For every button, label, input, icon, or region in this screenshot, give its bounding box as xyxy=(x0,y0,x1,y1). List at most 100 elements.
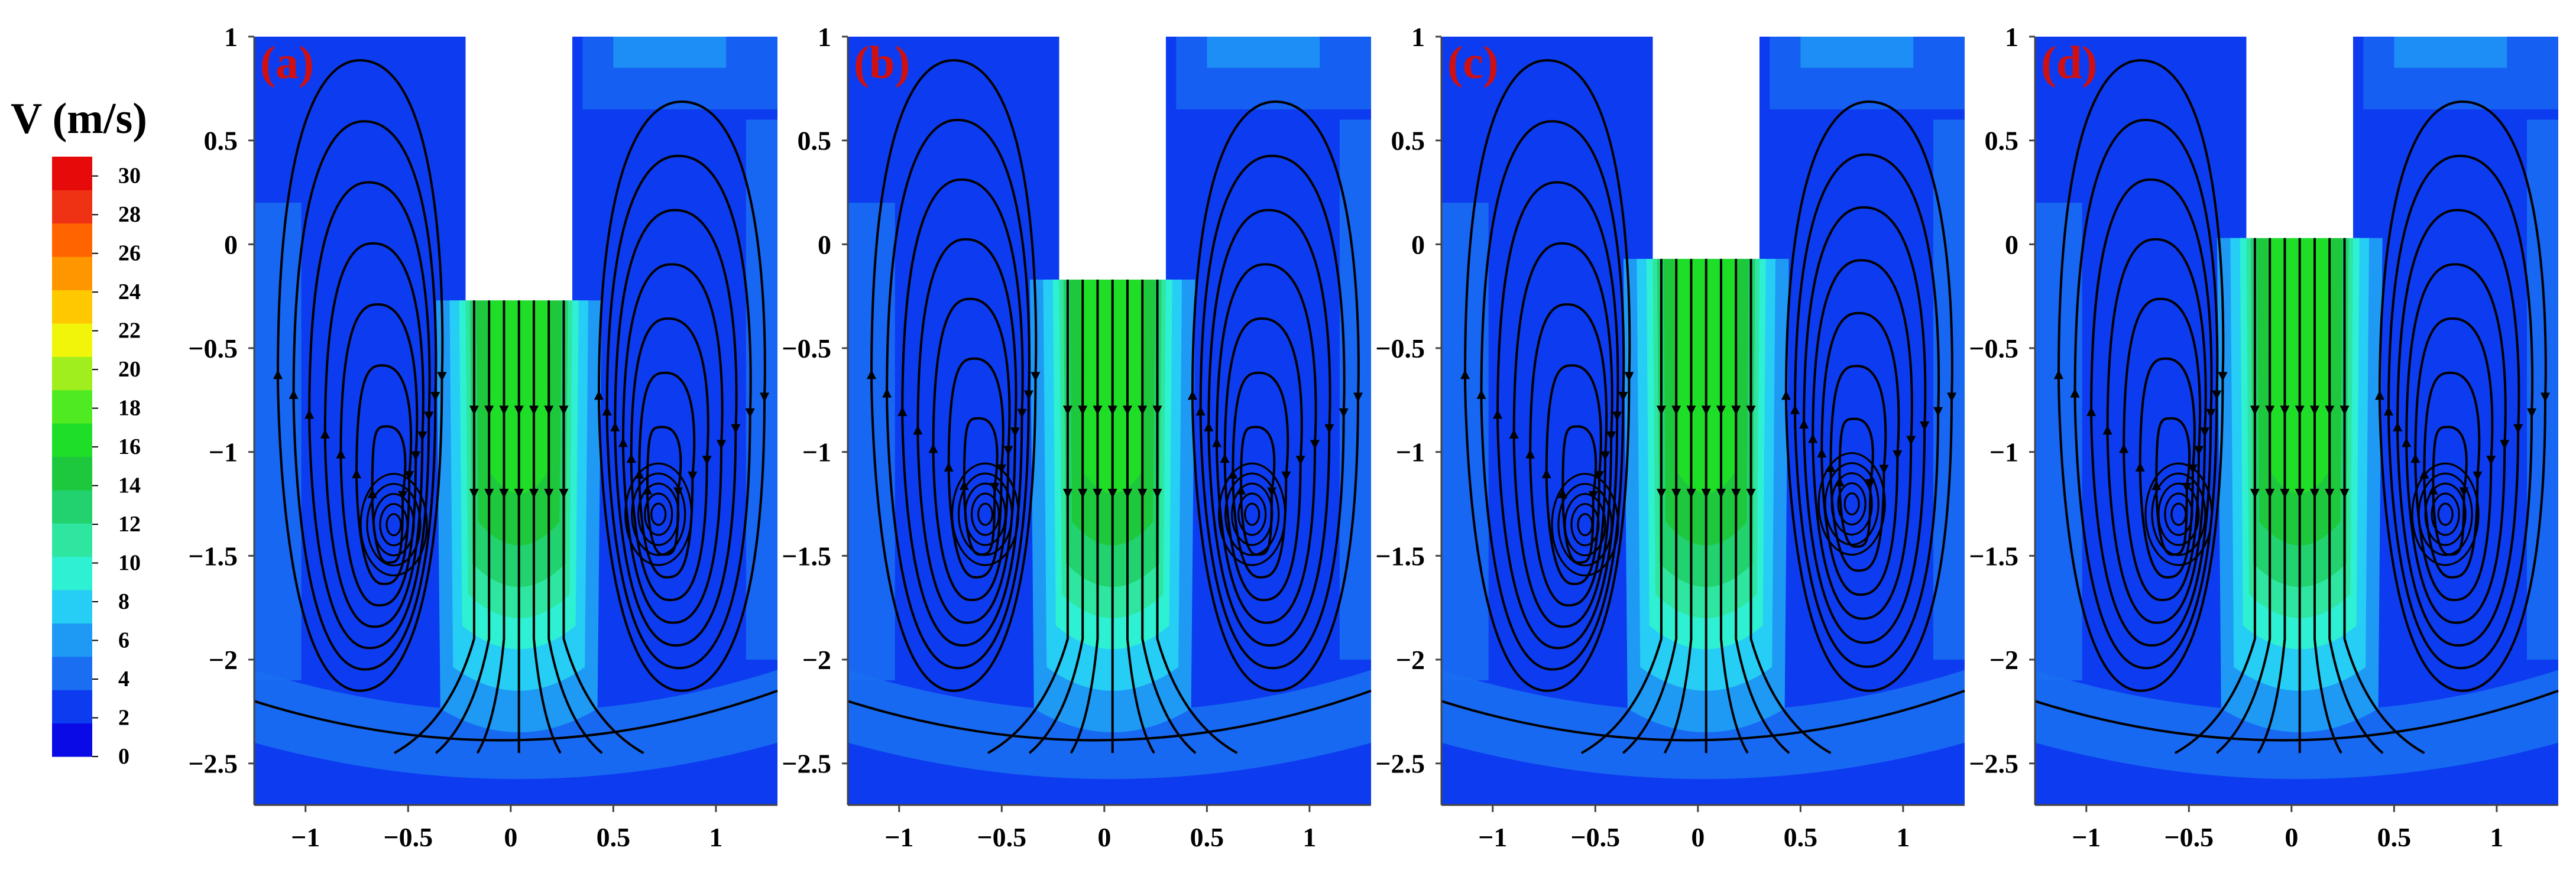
vortex-core xyxy=(964,482,1007,546)
panel-label: (c) xyxy=(1447,37,1499,88)
jet-streamline xyxy=(2174,238,2256,754)
vortex-core xyxy=(1224,472,1280,556)
colorbar-segment xyxy=(52,190,92,224)
streamline-arrow xyxy=(618,437,628,447)
y-tick-label: 0.5 xyxy=(798,126,832,156)
streamline-arrow xyxy=(702,456,712,466)
streamline-arrow xyxy=(944,462,954,472)
streamline-arrow xyxy=(2527,408,2537,418)
jet-arrow xyxy=(1062,405,1072,415)
streamline-loop xyxy=(308,181,431,650)
vortex-core xyxy=(2424,482,2467,546)
x-tick-label: −1 xyxy=(884,822,913,852)
vortex-core xyxy=(2164,492,2193,536)
jet-streamline xyxy=(562,300,644,754)
streamline-loop xyxy=(638,371,696,579)
y-tick-label: −0.5 xyxy=(1375,333,1425,363)
streamline-arrow xyxy=(745,408,755,418)
colorbar-segment xyxy=(52,723,92,757)
streamline-arrow xyxy=(1612,411,1622,421)
jet-arrow xyxy=(559,488,569,498)
vortex-core xyxy=(379,503,409,547)
streamline-loop xyxy=(276,59,444,692)
wall-band-left xyxy=(2035,203,2082,681)
streamline-arrow xyxy=(1353,392,1363,402)
streamline-arrow xyxy=(717,440,727,450)
streamline-arrow xyxy=(1493,409,1503,419)
jet-streamline xyxy=(987,280,1069,754)
colorbar-segment xyxy=(52,323,92,357)
streamline-arrow xyxy=(2206,408,2216,418)
streamline-arrow xyxy=(336,449,346,459)
streamline-loop xyxy=(1232,371,1289,579)
vortex-core xyxy=(1837,482,1867,526)
jet-arrow xyxy=(544,488,554,498)
y-tick-label: −1.5 xyxy=(1969,541,2018,571)
jet-arrow xyxy=(2340,405,2350,415)
streamline-loop xyxy=(932,297,1011,602)
vortex-core xyxy=(2418,472,2473,556)
streamline-loop xyxy=(339,303,419,607)
streamline-arrow xyxy=(1790,404,1800,414)
x-tick-label: 0 xyxy=(1691,822,1705,852)
y-tick-label: −2 xyxy=(1989,645,2018,675)
colorbar-segment xyxy=(52,489,92,524)
streamline-arrow xyxy=(602,406,612,416)
streamline-arrow xyxy=(2374,390,2384,400)
jet-streamline xyxy=(1735,258,1790,754)
streamline-arrow xyxy=(1799,419,1809,429)
vortex-core xyxy=(1551,473,1619,577)
jet-arrow xyxy=(1731,405,1741,415)
streamline-loop xyxy=(2405,263,2507,624)
streamline-arrow xyxy=(1187,390,1197,400)
vortex-core xyxy=(2151,472,2206,556)
y-tick-label: −1 xyxy=(802,437,831,468)
streamline-arrow xyxy=(1339,408,1349,418)
jet-streamline xyxy=(2313,238,2342,754)
streamline-loop xyxy=(2106,238,2207,624)
vortex-core xyxy=(1817,452,1886,556)
colorbar-tick-label: 28 xyxy=(118,202,141,227)
colorbar-segment xyxy=(52,257,92,291)
streamline-loop xyxy=(2423,371,2481,579)
streamline-arrow xyxy=(2513,424,2523,434)
streamline-arrow xyxy=(1781,390,1791,400)
panel-label: (a) xyxy=(260,37,314,88)
x-tick-label: −0.5 xyxy=(977,822,1026,852)
jet-arrow xyxy=(1746,405,1756,415)
streamline-loop xyxy=(1480,120,1625,671)
streamline-arrow xyxy=(959,481,969,491)
streamline-arrow xyxy=(594,390,604,400)
streamline-arrow xyxy=(882,388,892,398)
streamlines xyxy=(254,59,778,754)
streamline-arrow xyxy=(304,409,315,419)
bottom-streamline xyxy=(254,689,778,742)
jet-arrow xyxy=(1078,488,1088,498)
vortex-core xyxy=(1570,503,1600,547)
vortex-core xyxy=(1218,462,1287,566)
streamline-loop xyxy=(1794,153,1940,668)
streamline-arrow xyxy=(928,443,938,453)
jet-arrow xyxy=(1656,405,1666,415)
obstacle xyxy=(1652,35,1760,259)
streamline-arrow xyxy=(1558,488,1568,498)
vortex-core xyxy=(631,472,686,556)
streamline-arrow xyxy=(626,453,636,463)
panel-b: (b) 1 0.5 0 −0.5 −1 −1.5 −2 −2.5 −1 −0.5 0 0.5 1 xyxy=(782,22,1372,852)
colorbar-title: V (m/s) xyxy=(11,95,147,143)
y-tick-label: 0 xyxy=(1411,229,1425,259)
jet-arrow xyxy=(1731,488,1741,498)
streamline-loop xyxy=(2396,209,2520,647)
jet-streamline xyxy=(1156,280,1238,754)
jet-arrow xyxy=(1701,488,1711,498)
streamline-arrow xyxy=(2086,406,2097,416)
streamline-arrow xyxy=(411,451,421,461)
colorbar-tick-label: 12 xyxy=(118,512,141,537)
x-tick-label: 0.5 xyxy=(2377,822,2412,852)
y-tick-label: 1 xyxy=(224,22,238,52)
x-tick-label: −1 xyxy=(1478,822,1507,852)
streamline-loop xyxy=(2057,59,2225,692)
streamline-arrow xyxy=(1541,469,1551,479)
obstacle xyxy=(465,35,572,301)
jet-arrow xyxy=(2265,488,2275,498)
